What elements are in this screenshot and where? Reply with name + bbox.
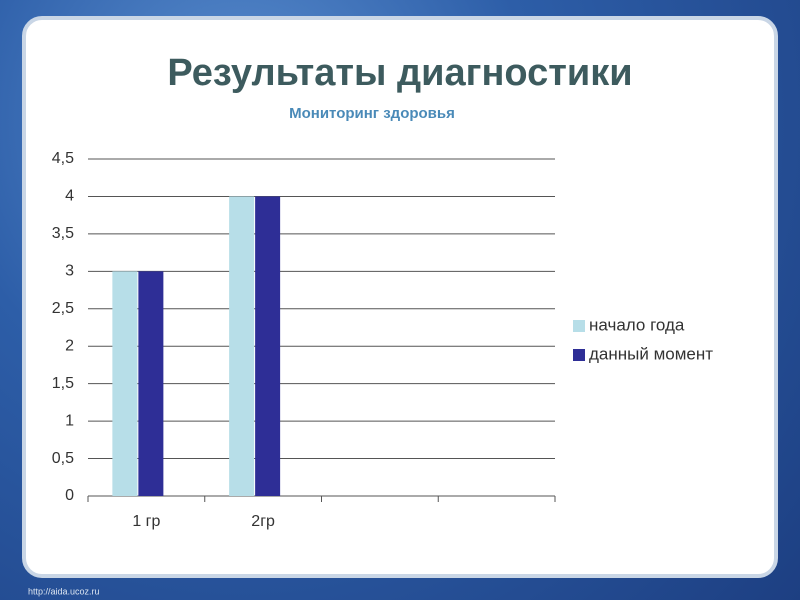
footer: http://aida.ucoz.ru	[28, 586, 100, 596]
legend-swatch	[573, 349, 585, 361]
x-tick-label: 1 гр	[132, 513, 160, 530]
y-tick-label: 3	[65, 263, 74, 280]
bar	[255, 196, 281, 496]
y-tick-label: 4	[65, 188, 74, 205]
bar	[229, 196, 255, 496]
y-tick-label: 0	[65, 487, 74, 504]
legend-label: начало года	[589, 315, 685, 334]
y-tick-label: 4,5	[52, 150, 74, 167]
legend-label: данный момент	[589, 344, 713, 363]
y-tick-label: 3,5	[52, 225, 74, 242]
y-tick-label: 1,5	[52, 375, 74, 392]
panel	[22, 16, 778, 578]
y-tick-label: 0,5	[52, 450, 74, 467]
y-tick-label: 1	[65, 412, 74, 429]
legend-swatch	[573, 320, 585, 332]
x-tick-label: 2гр	[251, 513, 275, 530]
y-tick-label: 2,5	[52, 300, 74, 317]
bar	[112, 271, 138, 496]
y-tick-label: 2	[65, 337, 74, 354]
chart-title: Результаты диагностики	[167, 52, 632, 94]
chart-subtitle: Мониторинг здоровья	[289, 105, 455, 122]
bar	[138, 271, 164, 496]
